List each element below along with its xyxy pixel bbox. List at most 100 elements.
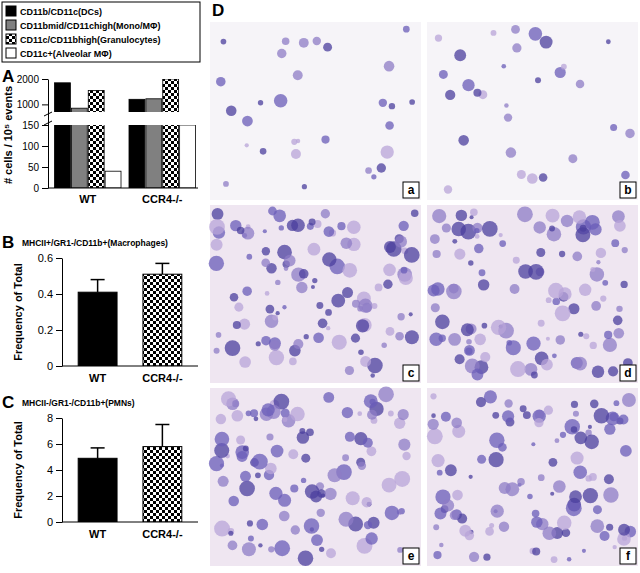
- cell: [282, 305, 286, 309]
- cell: [538, 320, 545, 327]
- cell: [531, 442, 535, 446]
- axis-line: [62, 522, 198, 523]
- cell: [428, 285, 440, 297]
- cell: [328, 468, 342, 482]
- cell: [466, 339, 472, 345]
- cell: [342, 287, 353, 298]
- cell: [301, 454, 310, 463]
- cell: [252, 454, 268, 470]
- cell: [261, 403, 274, 416]
- cell: [533, 221, 545, 233]
- cell: [322, 252, 336, 266]
- cell: [582, 549, 586, 553]
- tick-mark: [56, 444, 62, 445]
- cell: [269, 340, 280, 351]
- cell: [325, 309, 332, 316]
- cell: [216, 77, 226, 87]
- cell: [245, 143, 249, 147]
- cell: [228, 541, 238, 551]
- cell: [472, 223, 482, 233]
- legend-swatch: [6, 6, 16, 16]
- y-axis-title: Frequency of Total: [12, 263, 24, 361]
- cell: [552, 353, 557, 358]
- cell: [590, 519, 604, 533]
- cell: [386, 327, 395, 336]
- image-frame: [210, 22, 421, 200]
- cell: [479, 269, 486, 276]
- cell: [234, 303, 243, 312]
- cell: [266, 433, 273, 440]
- tick-mark: [42, 167, 48, 168]
- chart-title: MHCII+/GR1-/CD11b+(Macrophages): [22, 238, 168, 248]
- cell: [621, 171, 630, 180]
- cell: [398, 409, 409, 420]
- legend-label: CD11c+(Alveolar MΦ): [20, 49, 112, 59]
- x-tick: CCR4-/-: [142, 366, 183, 384]
- cell: [433, 551, 441, 559]
- cell: [271, 445, 284, 458]
- cell: [439, 543, 443, 547]
- cell: [592, 366, 604, 378]
- image-frame: [210, 388, 421, 566]
- cell: [603, 338, 617, 352]
- legend-label: CD11bmid/CD11chigh(Mono/MΦ): [20, 21, 160, 31]
- cell: [480, 352, 490, 362]
- cell: [539, 173, 548, 182]
- cell: [397, 313, 404, 320]
- tick-mark: [56, 522, 62, 523]
- cell: [332, 335, 347, 350]
- image-label: e: [408, 549, 415, 563]
- tick-label: CCR4-/-: [142, 528, 183, 540]
- axis-break: [44, 112, 52, 116]
- y-tick: 0.2: [38, 324, 62, 336]
- cell: [364, 394, 378, 408]
- cell: [370, 373, 375, 378]
- micrograph: a: [210, 22, 421, 200]
- cell: [491, 30, 497, 36]
- y-tick: 0.4: [38, 288, 62, 300]
- cell: [248, 535, 254, 541]
- tick-label: CCR4-/-: [142, 372, 183, 384]
- cell: [282, 37, 290, 45]
- y-tick: 4: [47, 464, 62, 476]
- cell: [583, 333, 589, 339]
- cell: [233, 321, 241, 329]
- tick-label: 0: [47, 516, 53, 528]
- cell: [594, 408, 610, 424]
- cell: [532, 547, 540, 555]
- tick-mark: [56, 470, 62, 471]
- cell: [527, 173, 538, 184]
- cell: [293, 70, 303, 80]
- cell: [585, 475, 591, 481]
- bar: [129, 99, 145, 188]
- tick-label: 0.6: [38, 252, 53, 264]
- cell: [458, 135, 469, 146]
- cell: [590, 342, 597, 349]
- cell: [340, 237, 352, 249]
- cell: [342, 407, 353, 418]
- cell: [434, 507, 446, 519]
- cell: [321, 135, 329, 143]
- cell: [431, 454, 444, 467]
- cell: [397, 547, 403, 553]
- cell: [382, 478, 397, 493]
- cell: [230, 293, 239, 302]
- cell: [610, 124, 617, 131]
- bar: [180, 125, 196, 188]
- cell: [268, 546, 274, 552]
- cell: [569, 490, 582, 503]
- cell: [384, 241, 396, 253]
- cell: [550, 492, 554, 496]
- cell: [609, 412, 618, 421]
- cell: [608, 366, 618, 376]
- cell: [540, 36, 553, 49]
- tick-label: 8: [47, 412, 53, 424]
- cell: [470, 208, 478, 216]
- cell: [590, 267, 595, 272]
- cell: [614, 400, 620, 406]
- error-bar: [162, 425, 164, 447]
- cell: [371, 174, 376, 179]
- cell: [228, 496, 239, 507]
- cell: [311, 285, 315, 289]
- cell: [442, 223, 451, 232]
